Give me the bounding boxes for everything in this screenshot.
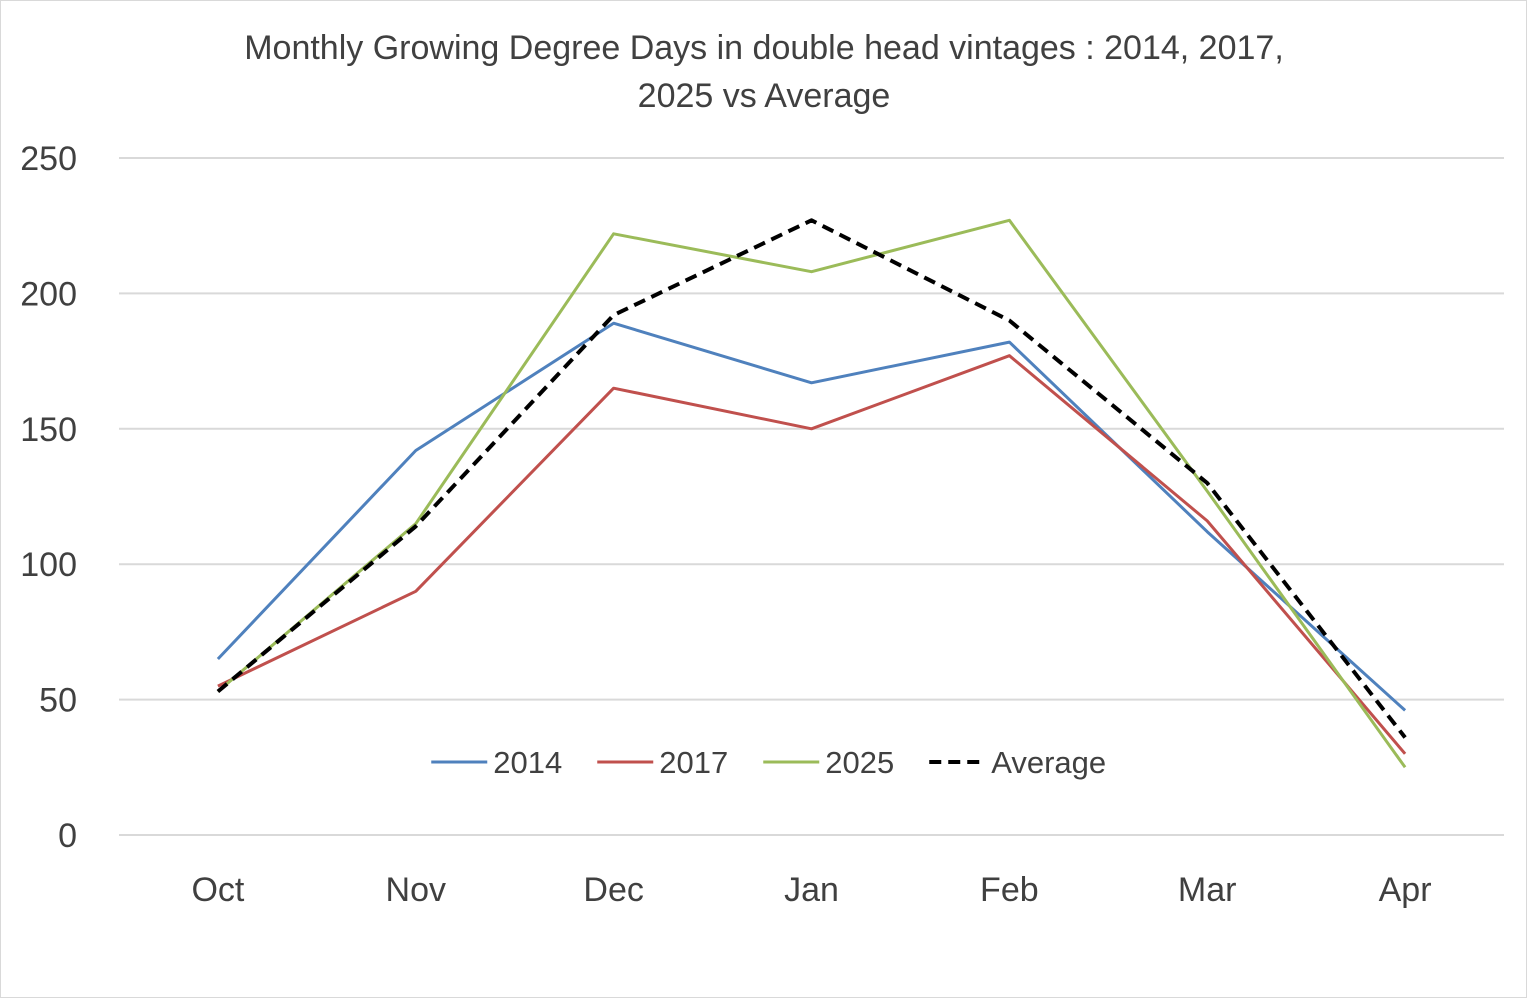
y-tick-label: 100	[20, 546, 77, 584]
x-tick-label: Dec	[583, 871, 643, 909]
y-tick-label: 200	[20, 275, 77, 313]
x-tick-label: Feb	[980, 871, 1039, 909]
x-tick-label: Oct	[191, 871, 244, 909]
legend: 2014 2017 2025 Average	[431, 745, 1106, 780]
series-line-average	[216, 218, 1407, 739]
x-tick-label: Nov	[386, 871, 446, 909]
legend-label-2017: 2017	[659, 745, 728, 780]
legend-label-average: Average	[991, 745, 1106, 780]
series-line-2014	[216, 321, 1407, 712]
series-line-2025	[216, 218, 1407, 769]
x-axis-labels: Oct Nov Dec Jan Feb Mar Apr	[191, 871, 1431, 909]
legend-label-2014: 2014	[493, 745, 562, 780]
series-line-2017	[217, 354, 1407, 755]
chart-title-line-1: Monthly Growing Degree Days in double he…	[244, 29, 1284, 67]
x-tick-label: Apr	[1379, 871, 1432, 909]
gridlines	[119, 157, 1504, 836]
x-tick-label: Mar	[1178, 871, 1237, 909]
chart-title-line-2: 2025 vs Average	[638, 77, 891, 115]
y-axis-labels: 0 50 100 150 200 250	[20, 140, 77, 855]
chart-title: Monthly Growing Degree Days in double he…	[244, 29, 1284, 115]
series-lines	[216, 218, 1407, 769]
y-tick-label: 250	[20, 140, 77, 178]
y-tick-label: 50	[39, 682, 77, 720]
legend-label-2025: 2025	[825, 745, 894, 780]
y-tick-label: 0	[58, 817, 77, 855]
x-tick-label: Jan	[784, 871, 839, 909]
y-tick-label: 150	[20, 411, 77, 449]
